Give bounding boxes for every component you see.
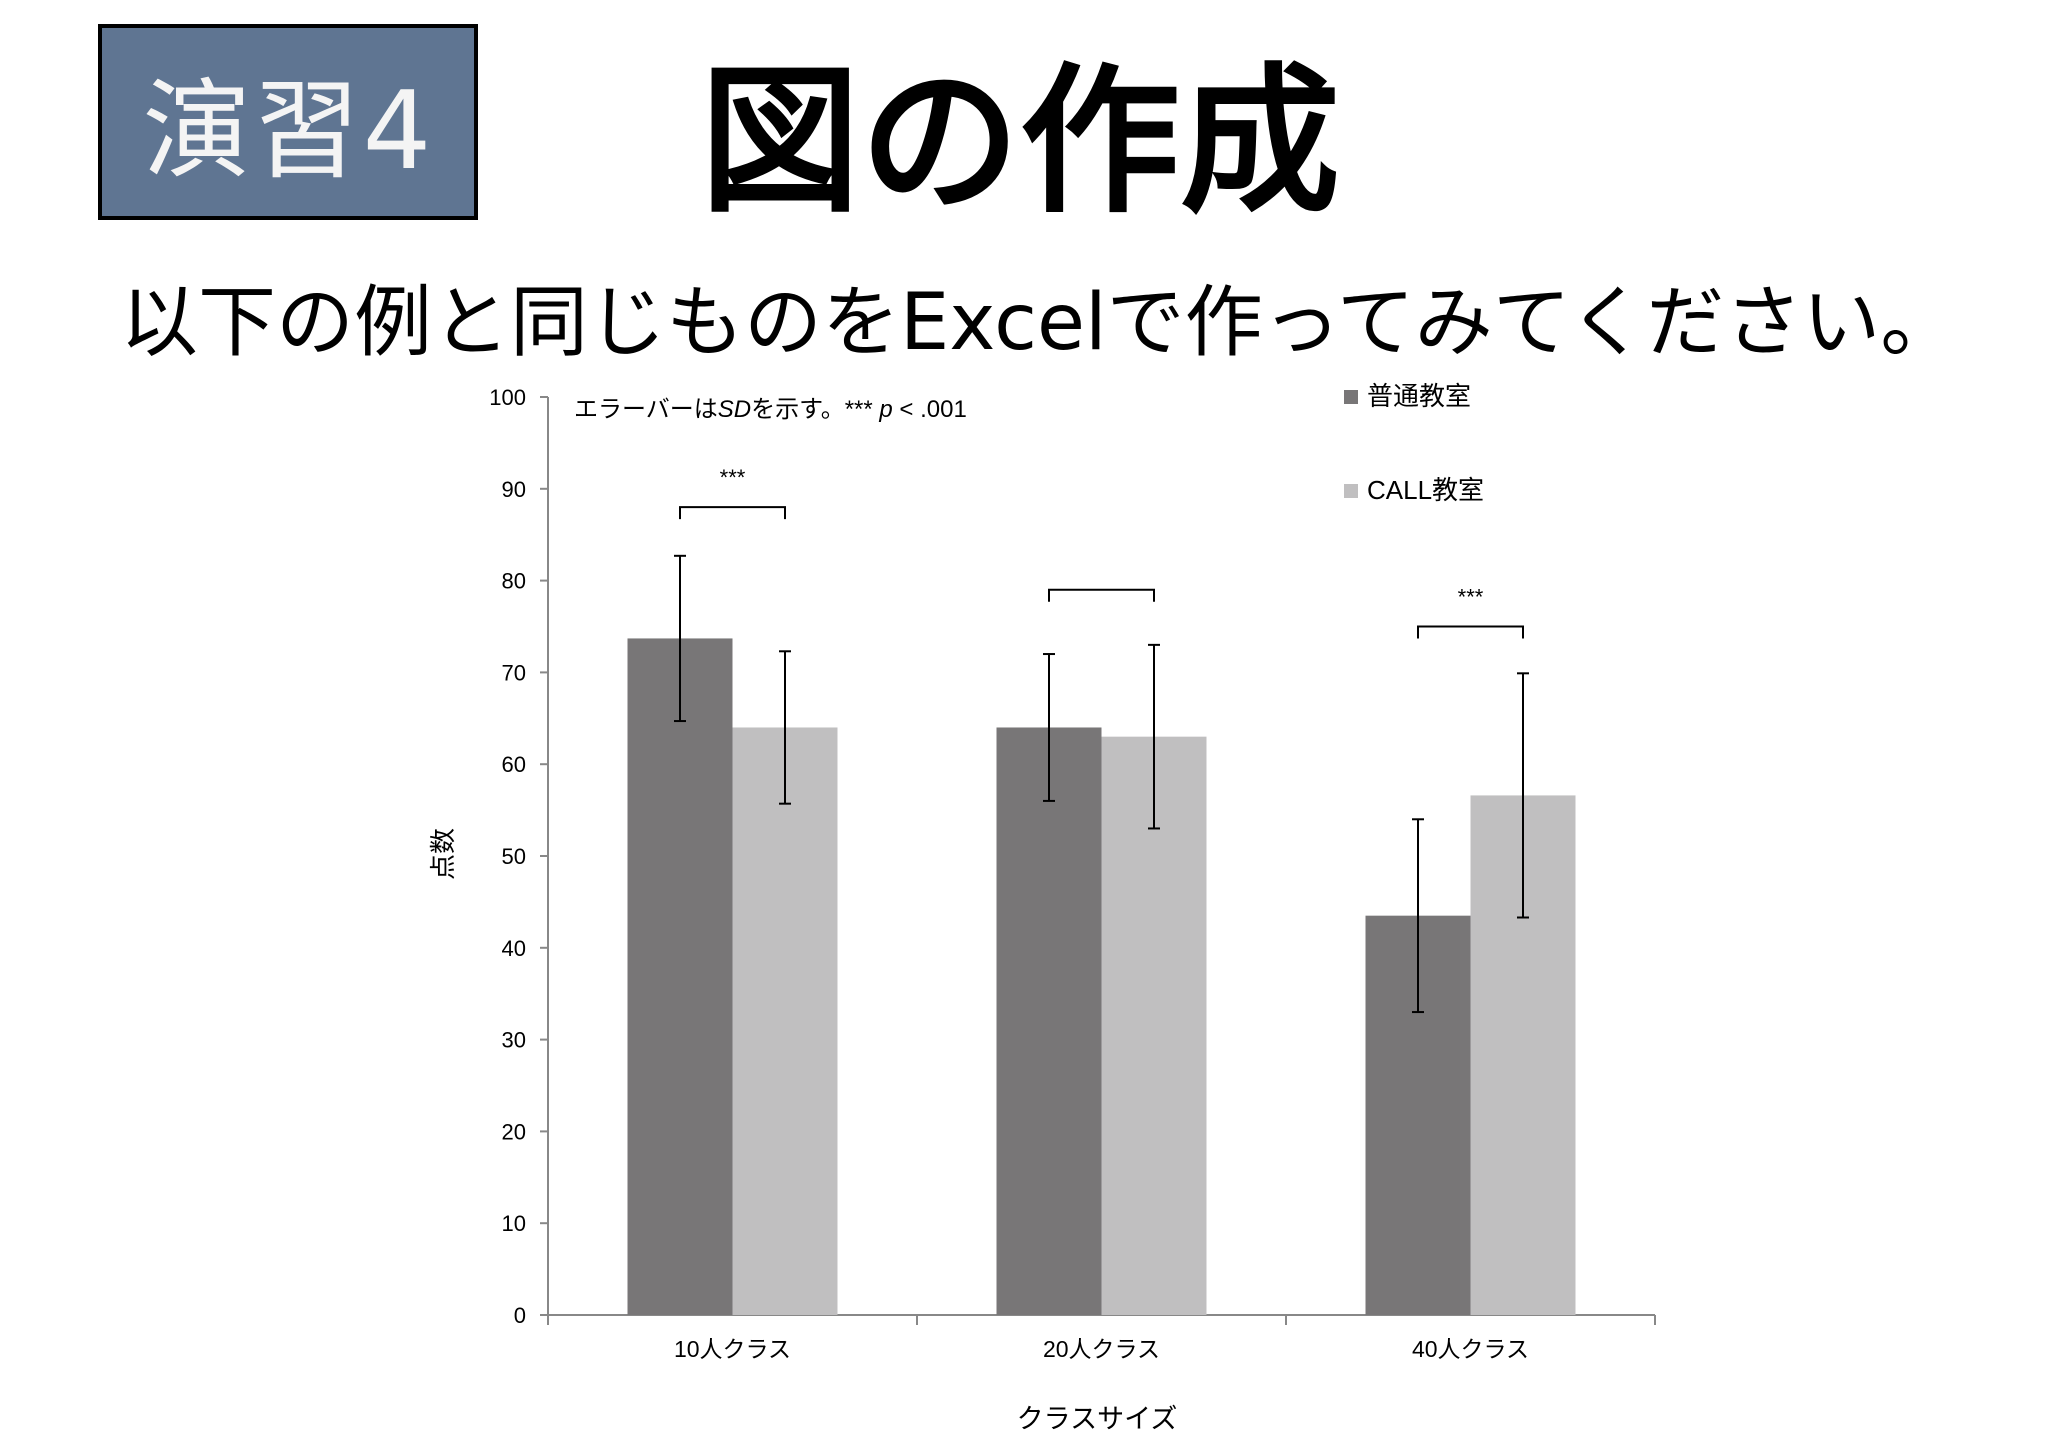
y-tick-label: 70 <box>502 660 526 685</box>
x-tick-label: 10人クラス <box>674 1336 791 1362</box>
x-tick-label: 20人クラス <box>1043 1336 1160 1362</box>
chart-annotation: エラーバーはSDを示す。*** p < .001 <box>574 396 967 423</box>
y-tick-label: 20 <box>502 1119 526 1144</box>
significance-label: *** <box>1458 585 1484 610</box>
y-tick-label: 50 <box>502 844 526 869</box>
x-axis-label: クラスサイズ <box>1017 1404 1178 1434</box>
annotation-suffix: < .001 <box>893 396 967 423</box>
y-tick-label: 90 <box>502 477 526 502</box>
annotation-sd: SD <box>718 396 751 423</box>
significance-bracket <box>1048 588 1155 602</box>
y-tick-label: 30 <box>502 1028 526 1053</box>
y-tick-label: 60 <box>502 752 526 777</box>
bar <box>732 727 838 1315</box>
significance-label: *** <box>720 465 746 490</box>
legend-swatch <box>1344 484 1358 498</box>
y-tick-label: 0 <box>514 1303 526 1328</box>
legend-swatch <box>1344 390 1358 404</box>
exercise-badge-label: 演習4 <box>142 69 434 194</box>
legend-label: CALL教室 <box>1367 475 1484 505</box>
annotation-middle: を示す。*** <box>751 396 879 423</box>
annotation-prefix: エラーバーは <box>574 396 718 423</box>
x-tick-label: 40人クラス <box>1412 1336 1529 1362</box>
significance-bracket <box>679 506 786 520</box>
y-tick-label: 10 <box>502 1211 526 1236</box>
bar <box>996 727 1102 1315</box>
y-tick-label: 80 <box>502 569 526 594</box>
y-tick-label: 100 <box>489 385 526 410</box>
bar <box>1101 736 1207 1315</box>
y-tick-label: 40 <box>502 936 526 961</box>
legend-label: 普通教室 <box>1367 381 1471 411</box>
y-axis-label: 点数 <box>428 828 458 880</box>
page-title: 図の作成 <box>700 48 1341 235</box>
annotation-p: p <box>878 396 892 423</box>
significance-bracket <box>1417 625 1524 639</box>
page-subtitle: 以下の例と同じものをExcelで作ってみてください。 <box>120 278 1959 368</box>
bar <box>627 638 733 1315</box>
exercise-badge: 演習4 <box>98 24 478 220</box>
